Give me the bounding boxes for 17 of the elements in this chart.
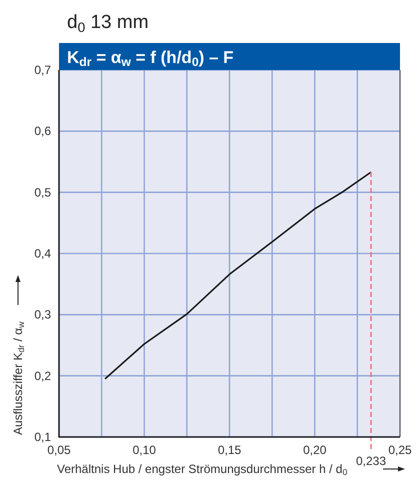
line-series <box>104 171 372 380</box>
y-tick-label: 0,6 <box>34 124 52 138</box>
x-tick-label: 0,15 <box>218 443 242 457</box>
y-tick-label: 0,3 <box>34 308 52 322</box>
x-tick-label: 0,20 <box>303 443 327 457</box>
y-tick-label: 0,2 <box>34 368 52 383</box>
y-tick-label: 0,7 <box>34 63 52 77</box>
x-tick-label: 0,05 <box>47 443 71 457</box>
chart-title: K$_{dr}$ = α$_{w}$ = f (h/d$_{0}$) – F <box>67 48 234 69</box>
y-tick-label: 0,4 <box>34 246 52 260</box>
x-tick-label: 0,10 <box>132 443 156 457</box>
chart-subtitle: d$_{0}$ 13 mm <box>67 12 149 34</box>
ref-line-label: 0,233 <box>356 454 386 468</box>
x-axis-title: Verhältnis Hub / engster Strömungsdurchmesser h / d$_{0}$ <box>57 462 348 478</box>
y-tick-label: 0,1 <box>34 430 52 444</box>
y-tick-label: 0,5 <box>34 185 52 200</box>
x-tick-label: 0,25 <box>388 443 412 457</box>
